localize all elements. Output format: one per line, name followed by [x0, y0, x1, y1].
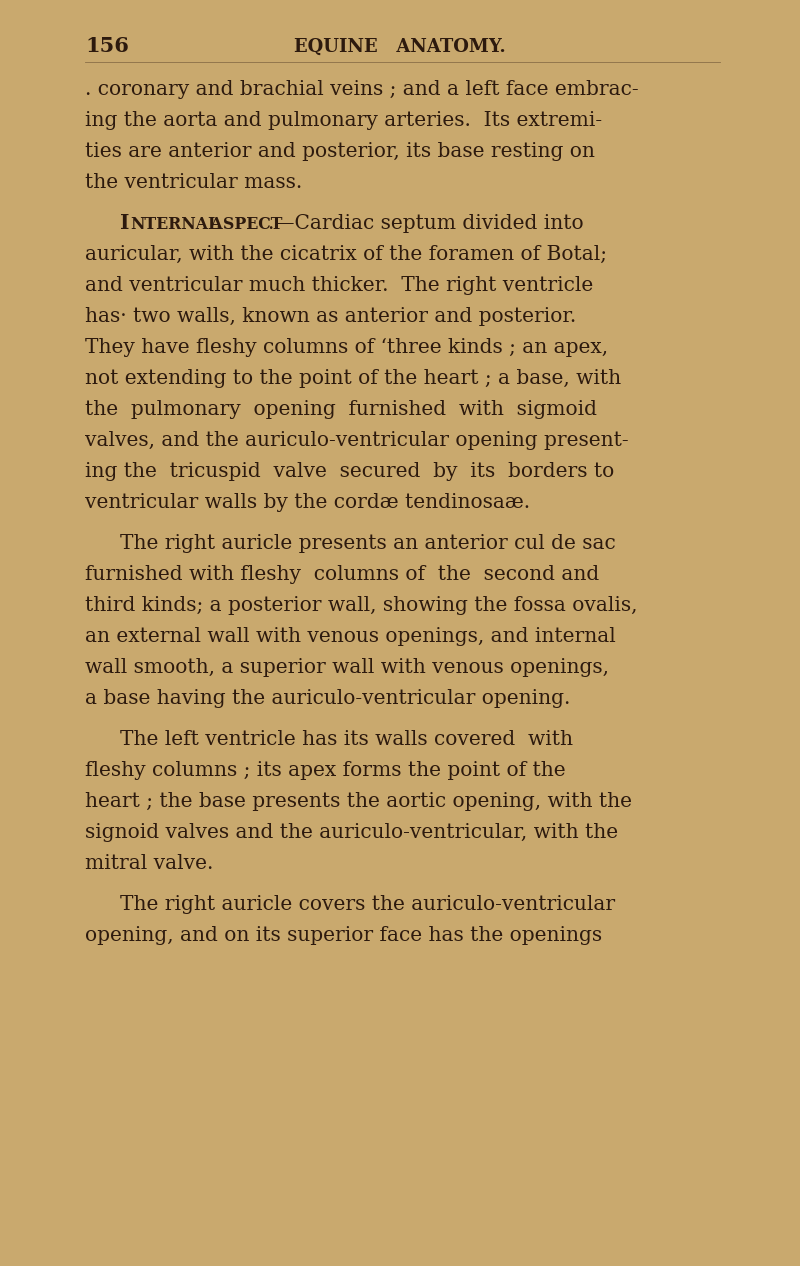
- Text: I: I: [120, 213, 130, 233]
- Text: ties are anterior and posterior, its base resting on: ties are anterior and posterior, its bas…: [85, 142, 595, 161]
- Text: They have fleshy columns of ‘three kinds ; an apex,: They have fleshy columns of ‘three kinds…: [85, 338, 608, 357]
- Text: The right auricle covers the auriculo-ventricular: The right auricle covers the auriculo-ve…: [120, 895, 615, 914]
- Text: ing the aorta and pulmonary arteries.  Its extremi-: ing the aorta and pulmonary arteries. It…: [85, 111, 602, 130]
- Text: SPECT: SPECT: [223, 216, 282, 233]
- Text: The left ventricle has its walls covered  with: The left ventricle has its walls covered…: [120, 730, 573, 749]
- Text: ventricular walls by the cordæ tendinosaæ.: ventricular walls by the cordæ tendinosa…: [85, 492, 530, 511]
- Text: an external wall with venous openings, and internal: an external wall with venous openings, a…: [85, 627, 616, 646]
- Text: EQUINE   ANATOMY.: EQUINE ANATOMY.: [294, 38, 506, 56]
- Text: valves, and the auriculo-ventricular opening present-: valves, and the auriculo-ventricular ope…: [85, 430, 629, 449]
- Text: . coronary and brachial veins ; and a left face embrac-: . coronary and brachial veins ; and a le…: [85, 80, 638, 99]
- Text: and ventricular much thicker.  The right ventricle: and ventricular much thicker. The right …: [85, 276, 594, 295]
- Text: ing the  tricuspid  valve  secured  by  its  borders to: ing the tricuspid valve secured by its b…: [85, 462, 614, 481]
- Text: furnished with fleshy  columns of  the  second and: furnished with fleshy columns of the sec…: [85, 565, 599, 584]
- Text: auricular, with the cicatrix of the foramen of Botal;: auricular, with the cicatrix of the fora…: [85, 246, 607, 265]
- Text: fleshy columns ; its apex forms the point of the: fleshy columns ; its apex forms the poin…: [85, 761, 566, 780]
- Text: heart ; the base presents the aortic opening, with the: heart ; the base presents the aortic ope…: [85, 793, 632, 812]
- Text: not extending to the point of the heart ; a base, with: not extending to the point of the heart …: [85, 368, 621, 387]
- Text: signoid valves and the auriculo-ventricular, with the: signoid valves and the auriculo-ventricu…: [85, 823, 618, 842]
- Text: third kinds; a posterior wall, showing the fossa ovalis,: third kinds; a posterior wall, showing t…: [85, 596, 638, 615]
- Text: The right auricle presents an anterior cul de sac: The right auricle presents an anterior c…: [120, 534, 616, 553]
- Text: a base having the auriculo-ventricular opening.: a base having the auriculo-ventricular o…: [85, 689, 570, 708]
- Text: opening, and on its superior face has the openings: opening, and on its superior face has th…: [85, 925, 602, 944]
- Text: 156: 156: [85, 35, 129, 56]
- Text: mitral valve.: mitral valve.: [85, 855, 214, 874]
- Text: A: A: [205, 216, 222, 233]
- Text: has· two walls, known as anterior and posterior.: has· two walls, known as anterior and po…: [85, 306, 576, 327]
- Text: wall smooth, a superior wall with venous openings,: wall smooth, a superior wall with venous…: [85, 658, 609, 677]
- Text: NTERNAL: NTERNAL: [130, 216, 219, 233]
- Text: the  pulmonary  opening  furnished  with  sigmoid: the pulmonary opening furnished with sig…: [85, 400, 597, 419]
- Text: the ventricular mass.: the ventricular mass.: [85, 173, 302, 192]
- Text: .—Cardiac septum divided into: .—Cardiac septum divided into: [268, 214, 584, 233]
